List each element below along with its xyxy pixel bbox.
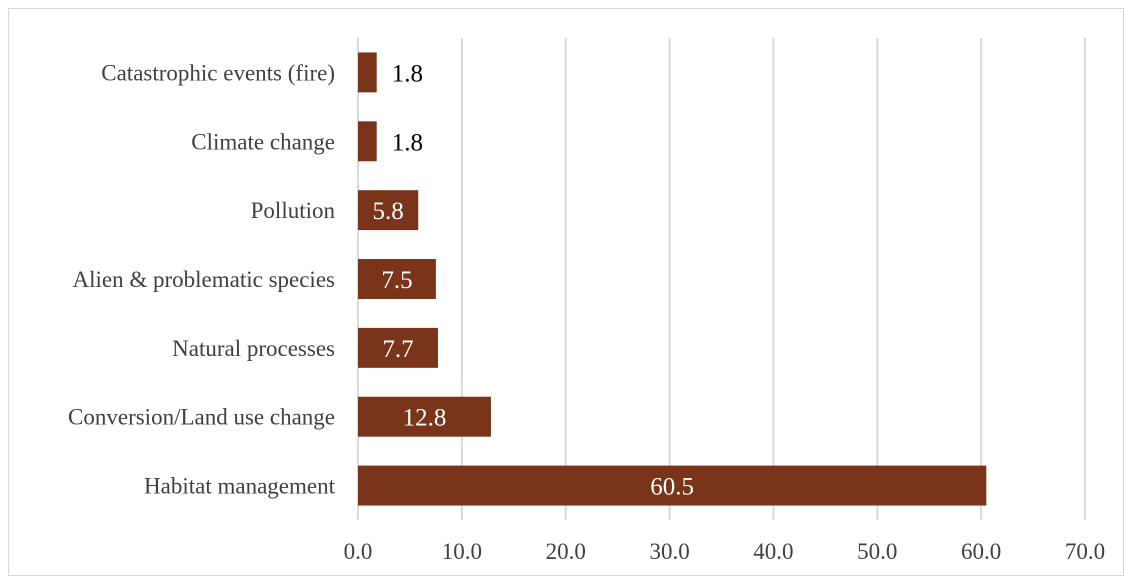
data-label: 7.5 (381, 267, 412, 294)
category-label: Catastrophic events (fire) (101, 60, 335, 85)
category-label: Natural processes (172, 336, 335, 361)
bar (358, 465, 987, 506)
x-tick-label: 30.0 (649, 539, 689, 564)
x-tick-label: 70.0 (1065, 539, 1105, 564)
category-label: Alien & problematic species (72, 267, 335, 292)
x-tick-label: 50.0 (857, 539, 897, 564)
x-tick-labels: 0.0 10.0 20.0 30.0 40.0 50.0 60.0 70.0 (344, 539, 1106, 564)
bar (358, 190, 419, 231)
bar (358, 327, 438, 368)
bar (358, 396, 491, 437)
category-label: Pollution (251, 198, 336, 223)
data-label: 12.8 (403, 405, 447, 432)
x-tick-label: 0.0 (344, 539, 373, 564)
bar (358, 121, 377, 162)
x-tick-label: 60.0 (961, 539, 1001, 564)
bar (358, 259, 436, 299)
x-tick-label: 20.0 (546, 539, 586, 564)
data-label: 7.7 (382, 336, 413, 363)
category-label: Climate change (191, 129, 335, 154)
x-tick-label: 40.0 (753, 539, 793, 564)
data-label: 5.8 (372, 198, 403, 225)
category-label: Habitat management (144, 474, 336, 499)
category-label: Conversion/Land use change (68, 405, 335, 430)
category-labels: Catastrophic events (fire) Climate change… (68, 60, 336, 498)
data-labels: 1.8 1.8 5.8 7.5 7.7 12.8 60.5 (372, 60, 694, 500)
data-label: 1.8 (392, 129, 423, 156)
data-label: 1.8 (392, 60, 423, 87)
data-label: 60.5 (650, 474, 694, 501)
bar (358, 52, 377, 93)
x-tick-label: 10.0 (442, 539, 482, 564)
gridlines (357, 38, 1086, 520)
bars (358, 52, 987, 506)
